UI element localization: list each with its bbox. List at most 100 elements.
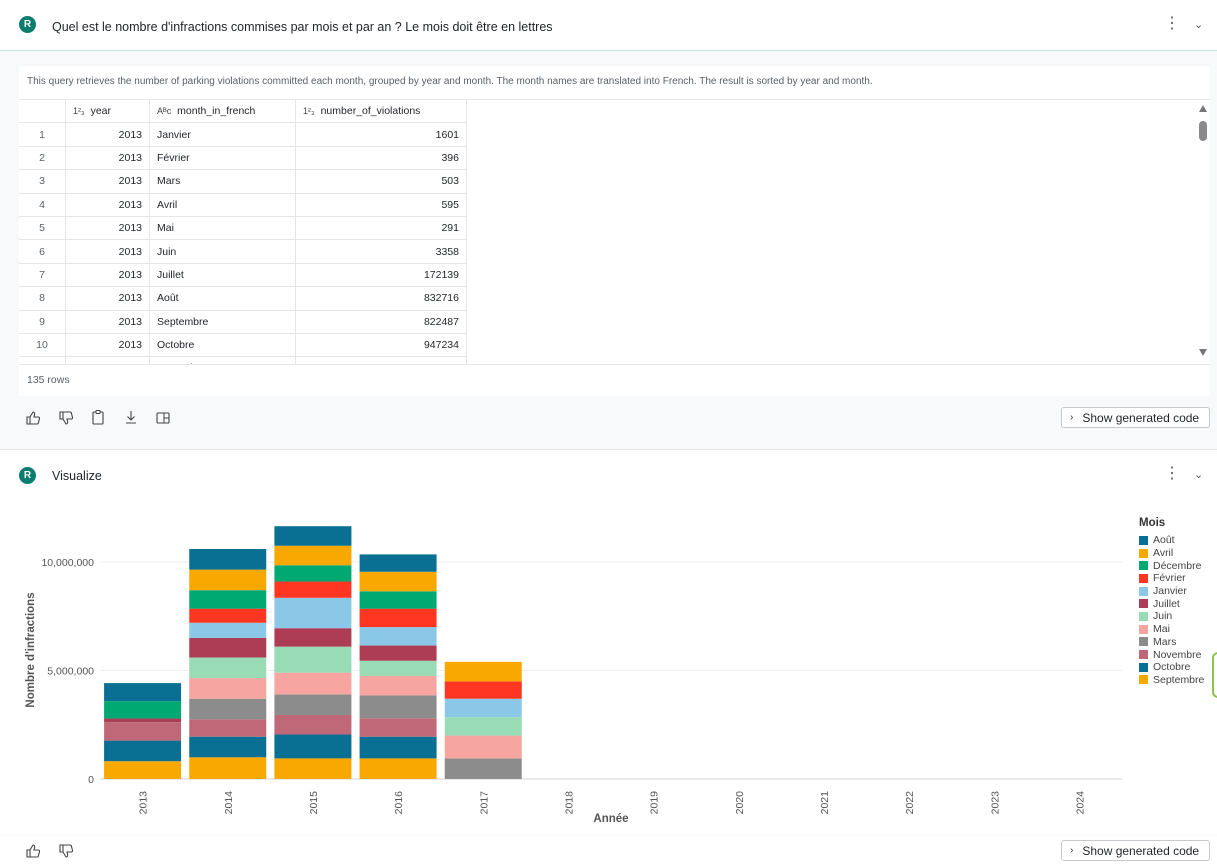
bar-segment[interactable] — [189, 590, 267, 609]
bar-segment[interactable] — [104, 722, 182, 741]
bar-segment[interactable] — [189, 569, 267, 591]
table-scrollbar[interactable] — [1196, 101, 1210, 361]
bar-segment[interactable] — [274, 565, 352, 582]
cell-month: Janvier — [149, 122, 296, 147]
scroll-down-arrow[interactable] — [1199, 349, 1207, 356]
bar-segment[interactable] — [359, 554, 437, 572]
bar-segment[interactable] — [444, 681, 522, 699]
column-header-month[interactable]: Aᴮc month_in_french — [149, 100, 296, 124]
bar-segment[interactable] — [359, 627, 437, 646]
bar-segment[interactable] — [104, 718, 182, 723]
x-tick-label: 2017 — [478, 791, 490, 815]
scroll-up-arrow[interactable] — [1199, 105, 1207, 112]
visualize-header: R Visualize ⋮ ⌄ — [0, 449, 1217, 501]
bar-segment[interactable] — [274, 646, 352, 673]
column-header-year[interactable]: 1²₃ year — [65, 100, 150, 124]
cell-year: 2013 — [65, 122, 150, 147]
bar-segment[interactable] — [189, 637, 267, 658]
thumbs-up-icon[interactable] — [25, 843, 41, 859]
result-table-container: 1²₃ year Aᴮc month_in_french 1²₃ number_… — [19, 99, 1210, 365]
show-generated-code-button[interactable]: › Show generated code — [1061, 840, 1210, 861]
bar-segment[interactable] — [104, 761, 182, 779]
side-panel-handle[interactable] — [1212, 652, 1217, 698]
bar-segment[interactable] — [104, 683, 182, 702]
table-row: 112013Novembre842551 — [19, 356, 467, 364]
bar-segment[interactable] — [274, 628, 352, 647]
legend-item[interactable]: Mars — [1139, 636, 1204, 649]
legend-item[interactable]: Janvier — [1139, 585, 1204, 598]
bar-segment[interactable] — [444, 698, 522, 718]
bar-segment[interactable] — [444, 717, 522, 736]
bar-segment[interactable] — [274, 545, 352, 566]
bar-segment[interactable] — [274, 758, 352, 779]
show-generated-code-button[interactable]: › Show generated code — [1061, 407, 1210, 428]
bar-segment[interactable] — [104, 701, 182, 719]
bar-segment[interactable] — [359, 718, 437, 737]
cell-year: 2013 — [65, 310, 150, 334]
bar-segment[interactable] — [189, 622, 267, 638]
more-vertical-icon[interactable]: ⋮ — [1164, 465, 1180, 482]
download-icon[interactable] — [123, 409, 139, 426]
legend-item[interactable]: Octobre — [1139, 661, 1204, 674]
bar-segment[interactable] — [274, 714, 352, 735]
bar-segment[interactable] — [189, 698, 267, 720]
bar-segment[interactable] — [359, 695, 437, 719]
thumbs-down-icon[interactable] — [58, 843, 74, 859]
y-tick-label: 0 — [88, 774, 94, 786]
user-avatar: R — [19, 16, 36, 33]
legend-item[interactable]: Août — [1139, 534, 1204, 547]
bar-segment[interactable] — [189, 657, 267, 679]
bar-segment[interactable] — [359, 591, 437, 609]
table-row: 2 2013 Février 396 — [19, 146, 467, 171]
bar-segment[interactable] — [274, 734, 352, 759]
table-row: 3 2013 Mars 503 — [19, 169, 467, 194]
bar-segment[interactable] — [274, 694, 352, 715]
bar-segment[interactable] — [189, 548, 267, 570]
bar-segment[interactable] — [189, 757, 267, 779]
thumbs-down-icon[interactable] — [58, 410, 74, 426]
legend-item[interactable]: Juillet — [1139, 597, 1204, 610]
bar-segment[interactable] — [274, 581, 352, 598]
bar-segment[interactable] — [189, 719, 267, 737]
cell-year: 2013 — [65, 146, 150, 171]
legend-swatch — [1139, 535, 1148, 545]
bar-segment[interactable] — [359, 571, 437, 592]
legend-item[interactable]: Juin — [1139, 610, 1204, 623]
legend-item[interactable]: Février — [1139, 572, 1204, 585]
scroll-thumb[interactable] — [1199, 121, 1207, 141]
bar-segment[interactable] — [444, 735, 522, 759]
legend-item[interactable]: Novembre — [1139, 648, 1204, 661]
clipboard-icon[interactable] — [90, 409, 106, 426]
bar-segment[interactable] — [444, 758, 522, 779]
cell-year: 2013 — [65, 239, 150, 264]
cell-month: Octobre — [149, 333, 296, 358]
chevron-down-icon[interactable]: ⌄ — [1194, 469, 1204, 481]
bar-segment[interactable] — [189, 678, 267, 699]
bar-segment[interactable] — [359, 736, 437, 759]
thumbs-up-icon[interactable] — [25, 410, 41, 426]
legend-item[interactable]: Décembre — [1139, 559, 1204, 572]
bar-segment[interactable] — [444, 661, 522, 682]
column-header-violations[interactable]: 1²₃ number_of_violations — [295, 100, 467, 124]
bar-segment[interactable] — [189, 736, 267, 758]
bar-segment[interactable] — [189, 608, 267, 623]
legend-item[interactable]: Septembre — [1139, 674, 1204, 687]
open-in-sheet-icon[interactable] — [155, 410, 171, 426]
y-tick-label: 5,000,000 — [47, 666, 94, 678]
bar-segment[interactable] — [104, 740, 182, 762]
table-row: 10 2013 Octobre 947234 — [19, 333, 467, 358]
bar-segment[interactable] — [359, 645, 437, 661]
bar-segment[interactable] — [359, 758, 437, 779]
chevron-down-icon[interactable]: ⌄ — [1194, 19, 1204, 31]
bar-segment[interactable] — [359, 608, 437, 628]
x-tick-label: 2022 — [904, 791, 916, 815]
bar-segment[interactable] — [274, 597, 352, 629]
legend-item[interactable]: Avril — [1139, 547, 1204, 560]
bar-segment[interactable] — [359, 660, 437, 676]
more-vertical-icon[interactable]: ⋮ — [1164, 15, 1180, 32]
legend-swatch — [1139, 624, 1148, 634]
bar-segment[interactable] — [274, 526, 352, 546]
bar-segment[interactable] — [359, 675, 437, 696]
legend-item[interactable]: Mai — [1139, 623, 1204, 636]
bar-segment[interactable] — [274, 672, 352, 695]
